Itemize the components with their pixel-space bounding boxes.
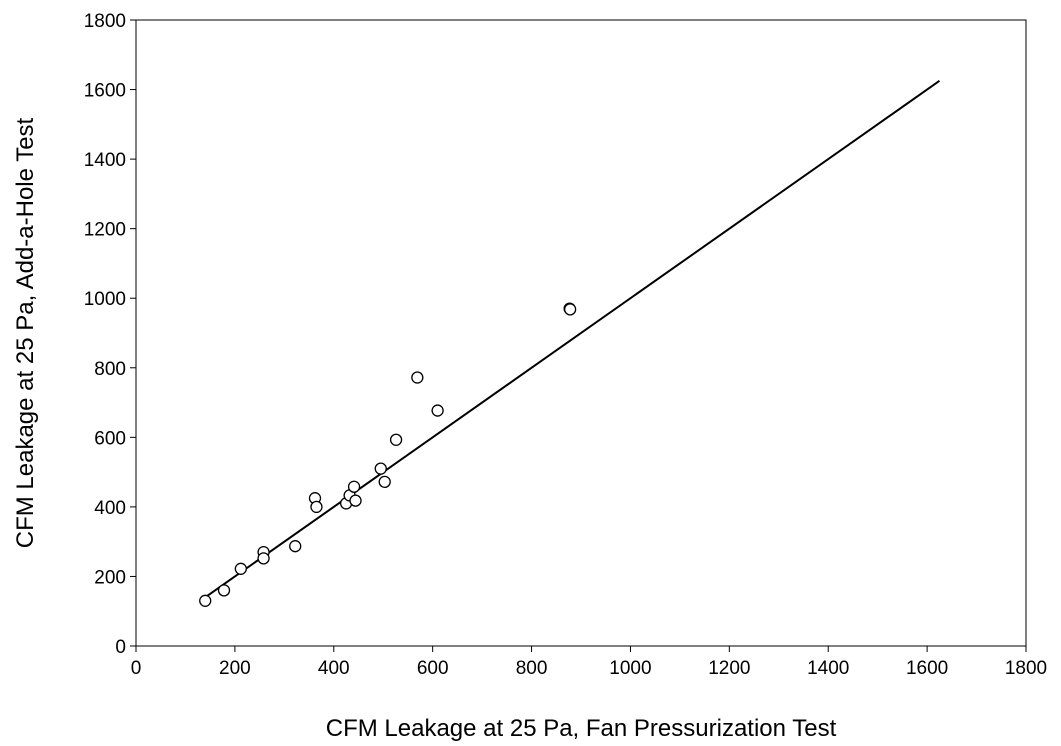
data-point xyxy=(563,303,577,316)
y-axis-tick-labels: 0 200 400 600 800 1000 1200 1400 1600 1800 xyxy=(84,11,126,658)
y-tick-label: 1800 xyxy=(84,11,126,32)
x-tick-label: 1600 xyxy=(906,658,948,679)
x-tick-label: 1200 xyxy=(708,658,750,679)
y-tick-label: 800 xyxy=(94,359,126,380)
data-point xyxy=(347,480,361,493)
x-tick-label: 400 xyxy=(318,658,350,679)
x-axis-title: CFM Leakage at 25 Pa, Fan Pressurization… xyxy=(326,715,837,742)
x-tick-label: 800 xyxy=(516,658,548,679)
x-tick-label: 1800 xyxy=(1005,658,1047,679)
y-tick-label: 400 xyxy=(94,498,126,519)
x-tick-label: 1400 xyxy=(807,658,849,679)
y-tick-label: 200 xyxy=(94,567,126,588)
data-point xyxy=(217,584,231,597)
x-axis-ticks xyxy=(135,646,1027,652)
data-points xyxy=(199,302,577,607)
y-tick-label: 1400 xyxy=(84,150,126,171)
data-point xyxy=(199,594,212,607)
x-tick-label: 200 xyxy=(219,658,251,679)
y-axis-title: CFM Leakage at 25 Pa, Add-a-Hole Test xyxy=(12,117,39,548)
data-point xyxy=(389,433,403,446)
y-tick-label: 1600 xyxy=(84,81,126,102)
data-point xyxy=(349,494,362,507)
data-point xyxy=(411,371,424,384)
y-tick-label: 1000 xyxy=(84,289,126,310)
x-tick-label: 1000 xyxy=(609,658,651,679)
y-axis-ticks xyxy=(130,19,136,647)
y-tick-label: 600 xyxy=(94,428,126,449)
x-tick-label: 600 xyxy=(417,658,449,679)
reference-line xyxy=(204,80,941,599)
y-tick-label: 1200 xyxy=(84,220,126,241)
data-point xyxy=(234,562,247,575)
x-tick-label: 0 xyxy=(131,658,142,679)
data-point xyxy=(289,540,302,553)
plot-frame xyxy=(135,19,1027,647)
data-point xyxy=(374,462,387,475)
y-tick-label: 0 xyxy=(115,637,126,658)
data-point xyxy=(378,475,391,488)
data-point xyxy=(257,552,270,565)
data-point xyxy=(431,404,444,417)
x-axis-tick-labels: 0 200 400 600 800 1000 1200 1400 1600 1800 xyxy=(131,658,1047,679)
data-point xyxy=(310,500,323,514)
